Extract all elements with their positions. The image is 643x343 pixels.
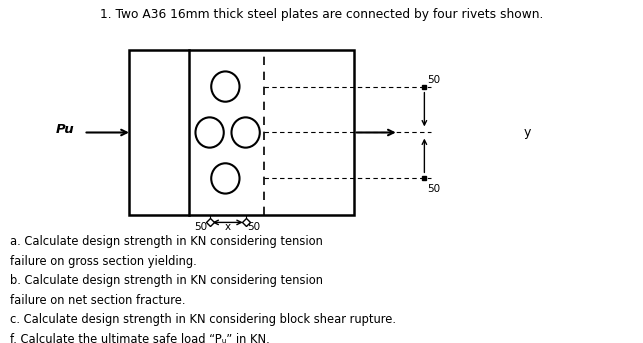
Text: 50: 50 xyxy=(248,222,260,232)
Text: Pu: Pu xyxy=(55,123,74,136)
Text: failure on gross section yielding.: failure on gross section yielding. xyxy=(10,255,196,268)
Text: a. Calculate design strength in KN considering tension: a. Calculate design strength in KN consi… xyxy=(10,235,323,248)
Ellipse shape xyxy=(211,71,239,102)
Text: 50: 50 xyxy=(428,185,440,194)
Text: failure on net section fracture.: failure on net section fracture. xyxy=(10,294,185,307)
Text: 1. Two A36 16mm thick steel plates are connected by four rivets shown.: 1. Two A36 16mm thick steel plates are c… xyxy=(100,8,543,21)
Bar xyxy=(129,50,354,214)
Text: x: x xyxy=(224,222,231,232)
Text: b. Calculate design strength in KN considering tension: b. Calculate design strength in KN consi… xyxy=(10,274,323,287)
Text: y: y xyxy=(523,126,531,139)
Ellipse shape xyxy=(231,117,260,147)
Ellipse shape xyxy=(211,163,239,193)
Text: 50: 50 xyxy=(195,222,208,232)
Text: c. Calculate design strength in KN considering block shear rupture.: c. Calculate design strength in KN consi… xyxy=(10,313,395,326)
Text: f. Calculate the ultimate safe load “Pᵤ” in KN.: f. Calculate the ultimate safe load “Pᵤ”… xyxy=(10,333,269,343)
Ellipse shape xyxy=(195,117,224,147)
Text: 50: 50 xyxy=(428,75,440,85)
